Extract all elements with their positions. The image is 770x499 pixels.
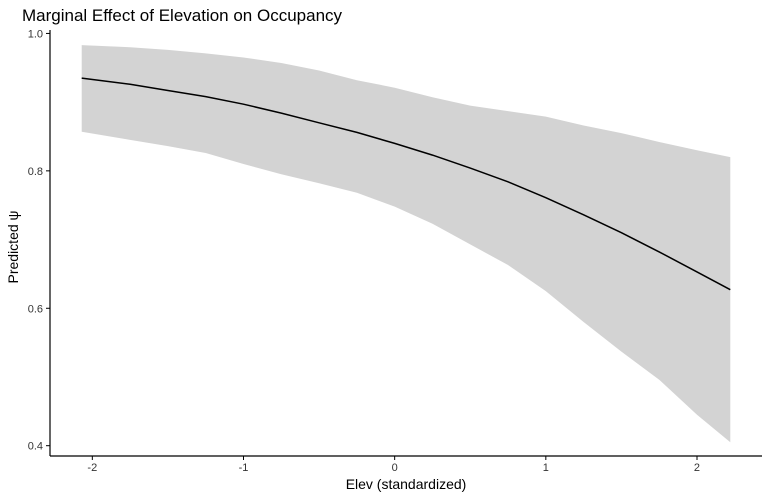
plot-area bbox=[81, 45, 731, 443]
x-tick-label: -2 bbox=[87, 462, 97, 474]
x-axis-ticks: -2 -1 0 1 2 bbox=[87, 456, 700, 474]
x-tick-label: -1 bbox=[239, 462, 249, 474]
y-tick-label: 0.6 bbox=[28, 303, 43, 315]
y-tick-label: 0.8 bbox=[28, 166, 43, 178]
fit-line bbox=[81, 77, 731, 291]
x-tick-label: 0 bbox=[392, 462, 398, 474]
confidence-ribbon bbox=[81, 45, 731, 443]
y-tick-label: 0.4 bbox=[28, 441, 43, 453]
x-tick-label: 1 bbox=[543, 462, 549, 474]
chart-title: Marginal Effect of Elevation on Occupanc… bbox=[22, 6, 343, 25]
y-tick-label: 1.0 bbox=[28, 28, 43, 40]
y-axis-title: Predicted ψ bbox=[5, 210, 21, 283]
y-axis-ticks: 0.4 0.6 0.8 1.0 bbox=[28, 28, 50, 453]
x-axis-title: Elev (standardized) bbox=[346, 476, 467, 492]
x-tick-label: 2 bbox=[694, 462, 700, 474]
